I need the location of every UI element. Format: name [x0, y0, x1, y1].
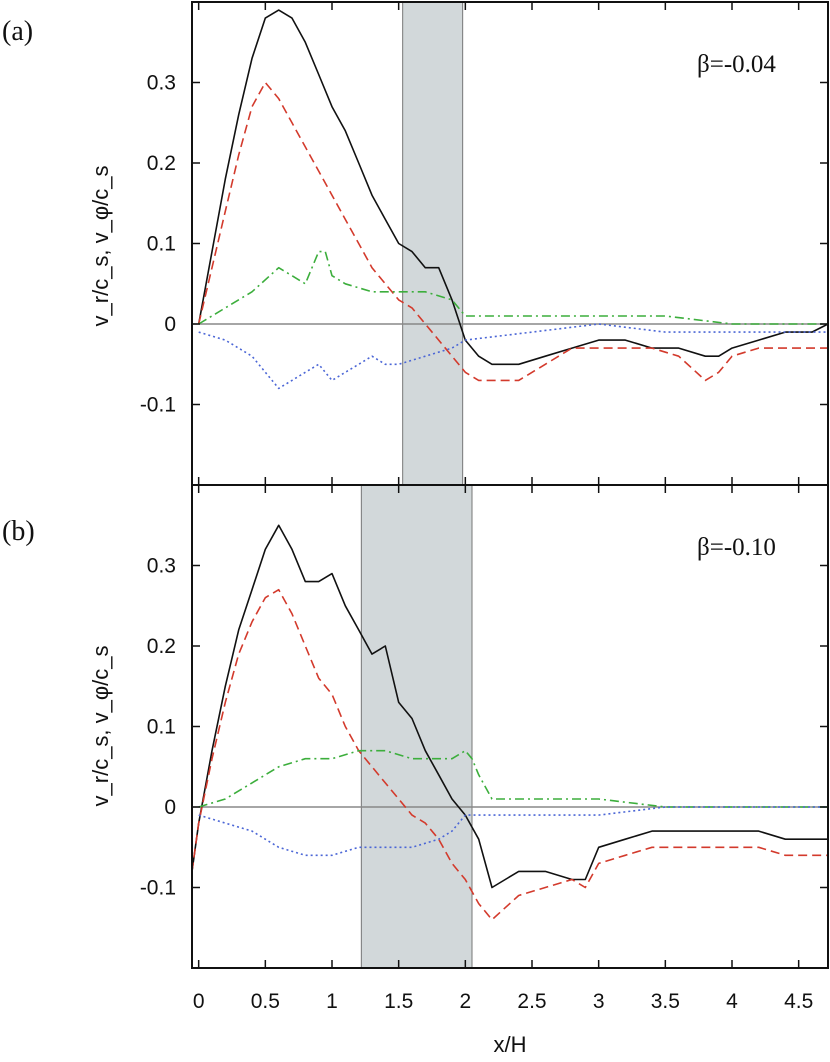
panel-b-ytick-label-0: 0.3: [147, 555, 176, 578]
panel-b-frame: [191, 484, 829, 969]
x-axis-label: x/H: [494, 1032, 527, 1057]
panel-b-annotation: β=-0.10: [697, 534, 776, 561]
panel-a-series-1-line: [197, 9, 829, 366]
xtick-label-3: 1.5: [384, 990, 413, 1013]
xtick-label-8: 4: [726, 990, 738, 1013]
panel-a-ytick-label-4: -0.1: [140, 394, 176, 417]
panel-a-ticks: 0.3 0.2 0.1 0 -0.1: [140, 2, 828, 485]
panel-b-series-3-line: [198, 749, 828, 808]
xtick-label-6: 3: [593, 990, 605, 1013]
panel-b-shade-rect: [360, 484, 473, 969]
panel-a-annotation: β=-0.04: [697, 51, 776, 78]
xtick-label-4: 2: [459, 990, 471, 1013]
panel-a-ylabel: v_r/c_s, v_φ/c_s: [88, 166, 113, 327]
xtick-label-5: 2.5: [517, 990, 546, 1013]
panel-a-series-3-line: [198, 250, 828, 325]
panel-b-series-group: [191, 524, 828, 921]
panel-b-ticks: 0.3 0.2 0.1 0 -0.1: [140, 485, 828, 968]
panel-b-ytick-label-2: 0.1: [147, 716, 176, 739]
panel-a-ytick-label-0: 0.3: [147, 72, 176, 95]
panel-b-shaded-region: [360, 484, 473, 969]
panel-a-ytick-label-2: 0.1: [147, 233, 176, 256]
panel-a-ytick-label-1: 0.2: [147, 152, 176, 175]
panel-a-label: (a): [2, 16, 33, 47]
panel-a-series-group: [197, 9, 829, 390]
xtick-label-1: 0.5: [251, 990, 280, 1013]
panel-b-ylabel: v_r/c_s, v_φ/c_s: [88, 646, 113, 807]
xtick-label-0: 0: [193, 990, 205, 1013]
panel-b-ytick-label-1: 0.2: [147, 635, 176, 658]
xtick-label-7: 3.5: [651, 990, 680, 1013]
panel-a-series-4-line: [198, 323, 828, 390]
panel-b-ytick-label-3: 0: [164, 796, 176, 819]
panel-a-ytick-label-3: 0: [164, 313, 176, 336]
panel-b-series-4-line: [198, 806, 828, 857]
panel-b-label: (b): [2, 516, 35, 547]
xtick-label-2: 1: [326, 990, 338, 1013]
panel-a-series-2-line: [197, 81, 828, 382]
x-tick-labels: 0 0.5 1 1.5 2 2.5 3 3.5 4 4.5: [193, 990, 813, 1013]
xtick-label-9: 4.5: [784, 990, 813, 1013]
panel-a-shaded-region: [402, 1, 464, 486]
panel-b-series-1-line: [191, 524, 828, 889]
panel-a-shade-rect: [402, 1, 464, 486]
panel-b-ytick-label-4: -0.1: [140, 877, 176, 900]
panel-a: 0.3 0.2 0.1 0 -0.1 (a) β=-0.04 v_r/c_s, v_φ/…: [2, 1, 829, 486]
panel-b-series-2-line: [191, 588, 828, 921]
panel-b: 0.3 0.2 0.1 0 -0.1 (b) β=-0.10 v_r/c_s, v_φ/…: [2, 484, 829, 969]
